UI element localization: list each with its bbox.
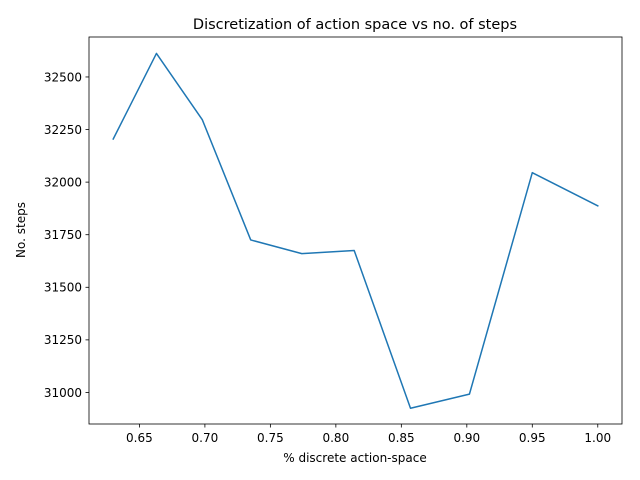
y-tick-label: 32250 (44, 123, 82, 137)
x-axis-label: % discrete action-space (283, 451, 426, 465)
x-tick-label: 1.00 (584, 431, 611, 445)
y-tick-label: 31250 (44, 333, 82, 347)
x-tick-label: 0.70 (192, 431, 219, 445)
x-tick-label: 0.65 (126, 431, 153, 445)
x-tick-label: 0.75 (257, 431, 284, 445)
y-axis-ticks: 31000 31250 31500 31750 32000 32250 32500 (44, 70, 89, 400)
plot-area: 0.65 0.70 0.75 0.80 0.85 0.90 0.95 1.00 3100031… (44, 36, 623, 445)
series-line (112, 52, 599, 409)
y-axis-label: No. steps (14, 202, 28, 258)
x-tick-label: 0.90 (453, 431, 480, 445)
axes-frame (88, 36, 623, 425)
y-tick-label: 31750 (44, 228, 82, 242)
x-axis-ticks: 0.65 0.70 0.75 0.80 0.85 0.90 0.95 1.00 (126, 424, 611, 445)
y-tick-label: 32500 (44, 70, 82, 84)
x-tick-label: 0.95 (519, 431, 546, 445)
y-tick-label: 31000 (44, 386, 82, 400)
chart-title: Discretization of action space vs no. of… (193, 17, 517, 33)
x-tick-label: 0.80 (322, 431, 349, 445)
x-tick-label: 0.85 (388, 431, 415, 445)
y-tick-label: 31500 (44, 281, 82, 295)
y-tick-label: 32000 (44, 175, 82, 189)
